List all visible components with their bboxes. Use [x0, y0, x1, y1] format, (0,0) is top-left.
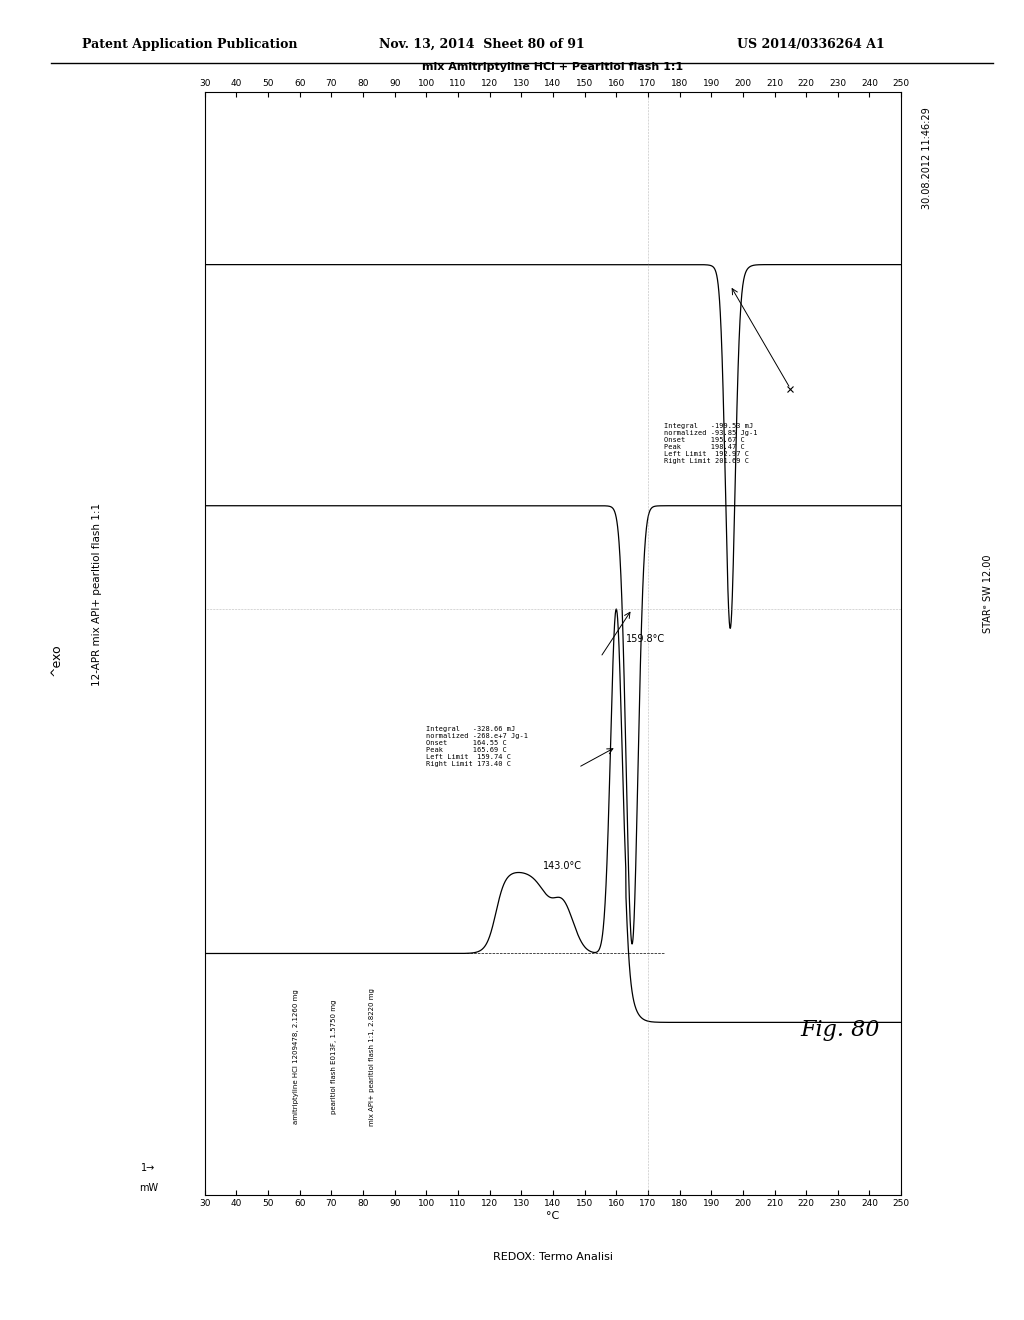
Text: mix API+ pearltiol flash 1:1, 2.8220 mg: mix API+ pearltiol flash 1:1, 2.8220 mg	[370, 987, 376, 1126]
Text: Nov. 13, 2014  Sheet 80 of 91: Nov. 13, 2014 Sheet 80 of 91	[379, 37, 585, 50]
Text: pearltiol flash E013F, 1.5750 mg: pearltiol flash E013F, 1.5750 mg	[332, 999, 337, 1114]
Text: Integral   -328.66 mJ
normalized -268.e+7 Jg-1
Onset      164.55 C
Peak       16: Integral -328.66 mJ normalized -268.e+7 …	[426, 726, 528, 767]
Text: 159.8°C: 159.8°C	[626, 634, 665, 644]
Text: 1→: 1→	[141, 1163, 156, 1173]
Text: 143.0°C: 143.0°C	[543, 861, 582, 871]
Text: Integral   -199.53 mJ
normalized -93.85 Jg-1
Onset      195.67 C
Peak       198.: Integral -199.53 mJ normalized -93.85 Jg…	[664, 424, 757, 465]
Text: 12-APR mix API+ pearltiol flash 1:1: 12-APR mix API+ pearltiol flash 1:1	[92, 503, 102, 685]
Text: mW: mW	[139, 1183, 158, 1193]
Title: mix Amitriptyline HCl + Pearltiol flash 1:1: mix Amitriptyline HCl + Pearltiol flash …	[422, 62, 684, 73]
Text: Fig. 80: Fig. 80	[800, 1019, 880, 1040]
Text: amitriptyline HCl 1209478, 2.1260 mg: amitriptyline HCl 1209478, 2.1260 mg	[294, 990, 299, 1125]
Text: REDOX: Termo Analisi: REDOX: Termo Analisi	[493, 1251, 613, 1262]
Text: US 2014/0336264 A1: US 2014/0336264 A1	[737, 37, 885, 50]
X-axis label: °C: °C	[547, 1212, 559, 1221]
Text: Patent Application Publication: Patent Application Publication	[82, 37, 297, 50]
Text: STARᵉ SW 12.00: STARᵉ SW 12.00	[983, 554, 993, 634]
Text: ^exo: ^exo	[50, 644, 62, 676]
Text: 30.08.2012 11:46:29: 30.08.2012 11:46:29	[922, 107, 932, 210]
